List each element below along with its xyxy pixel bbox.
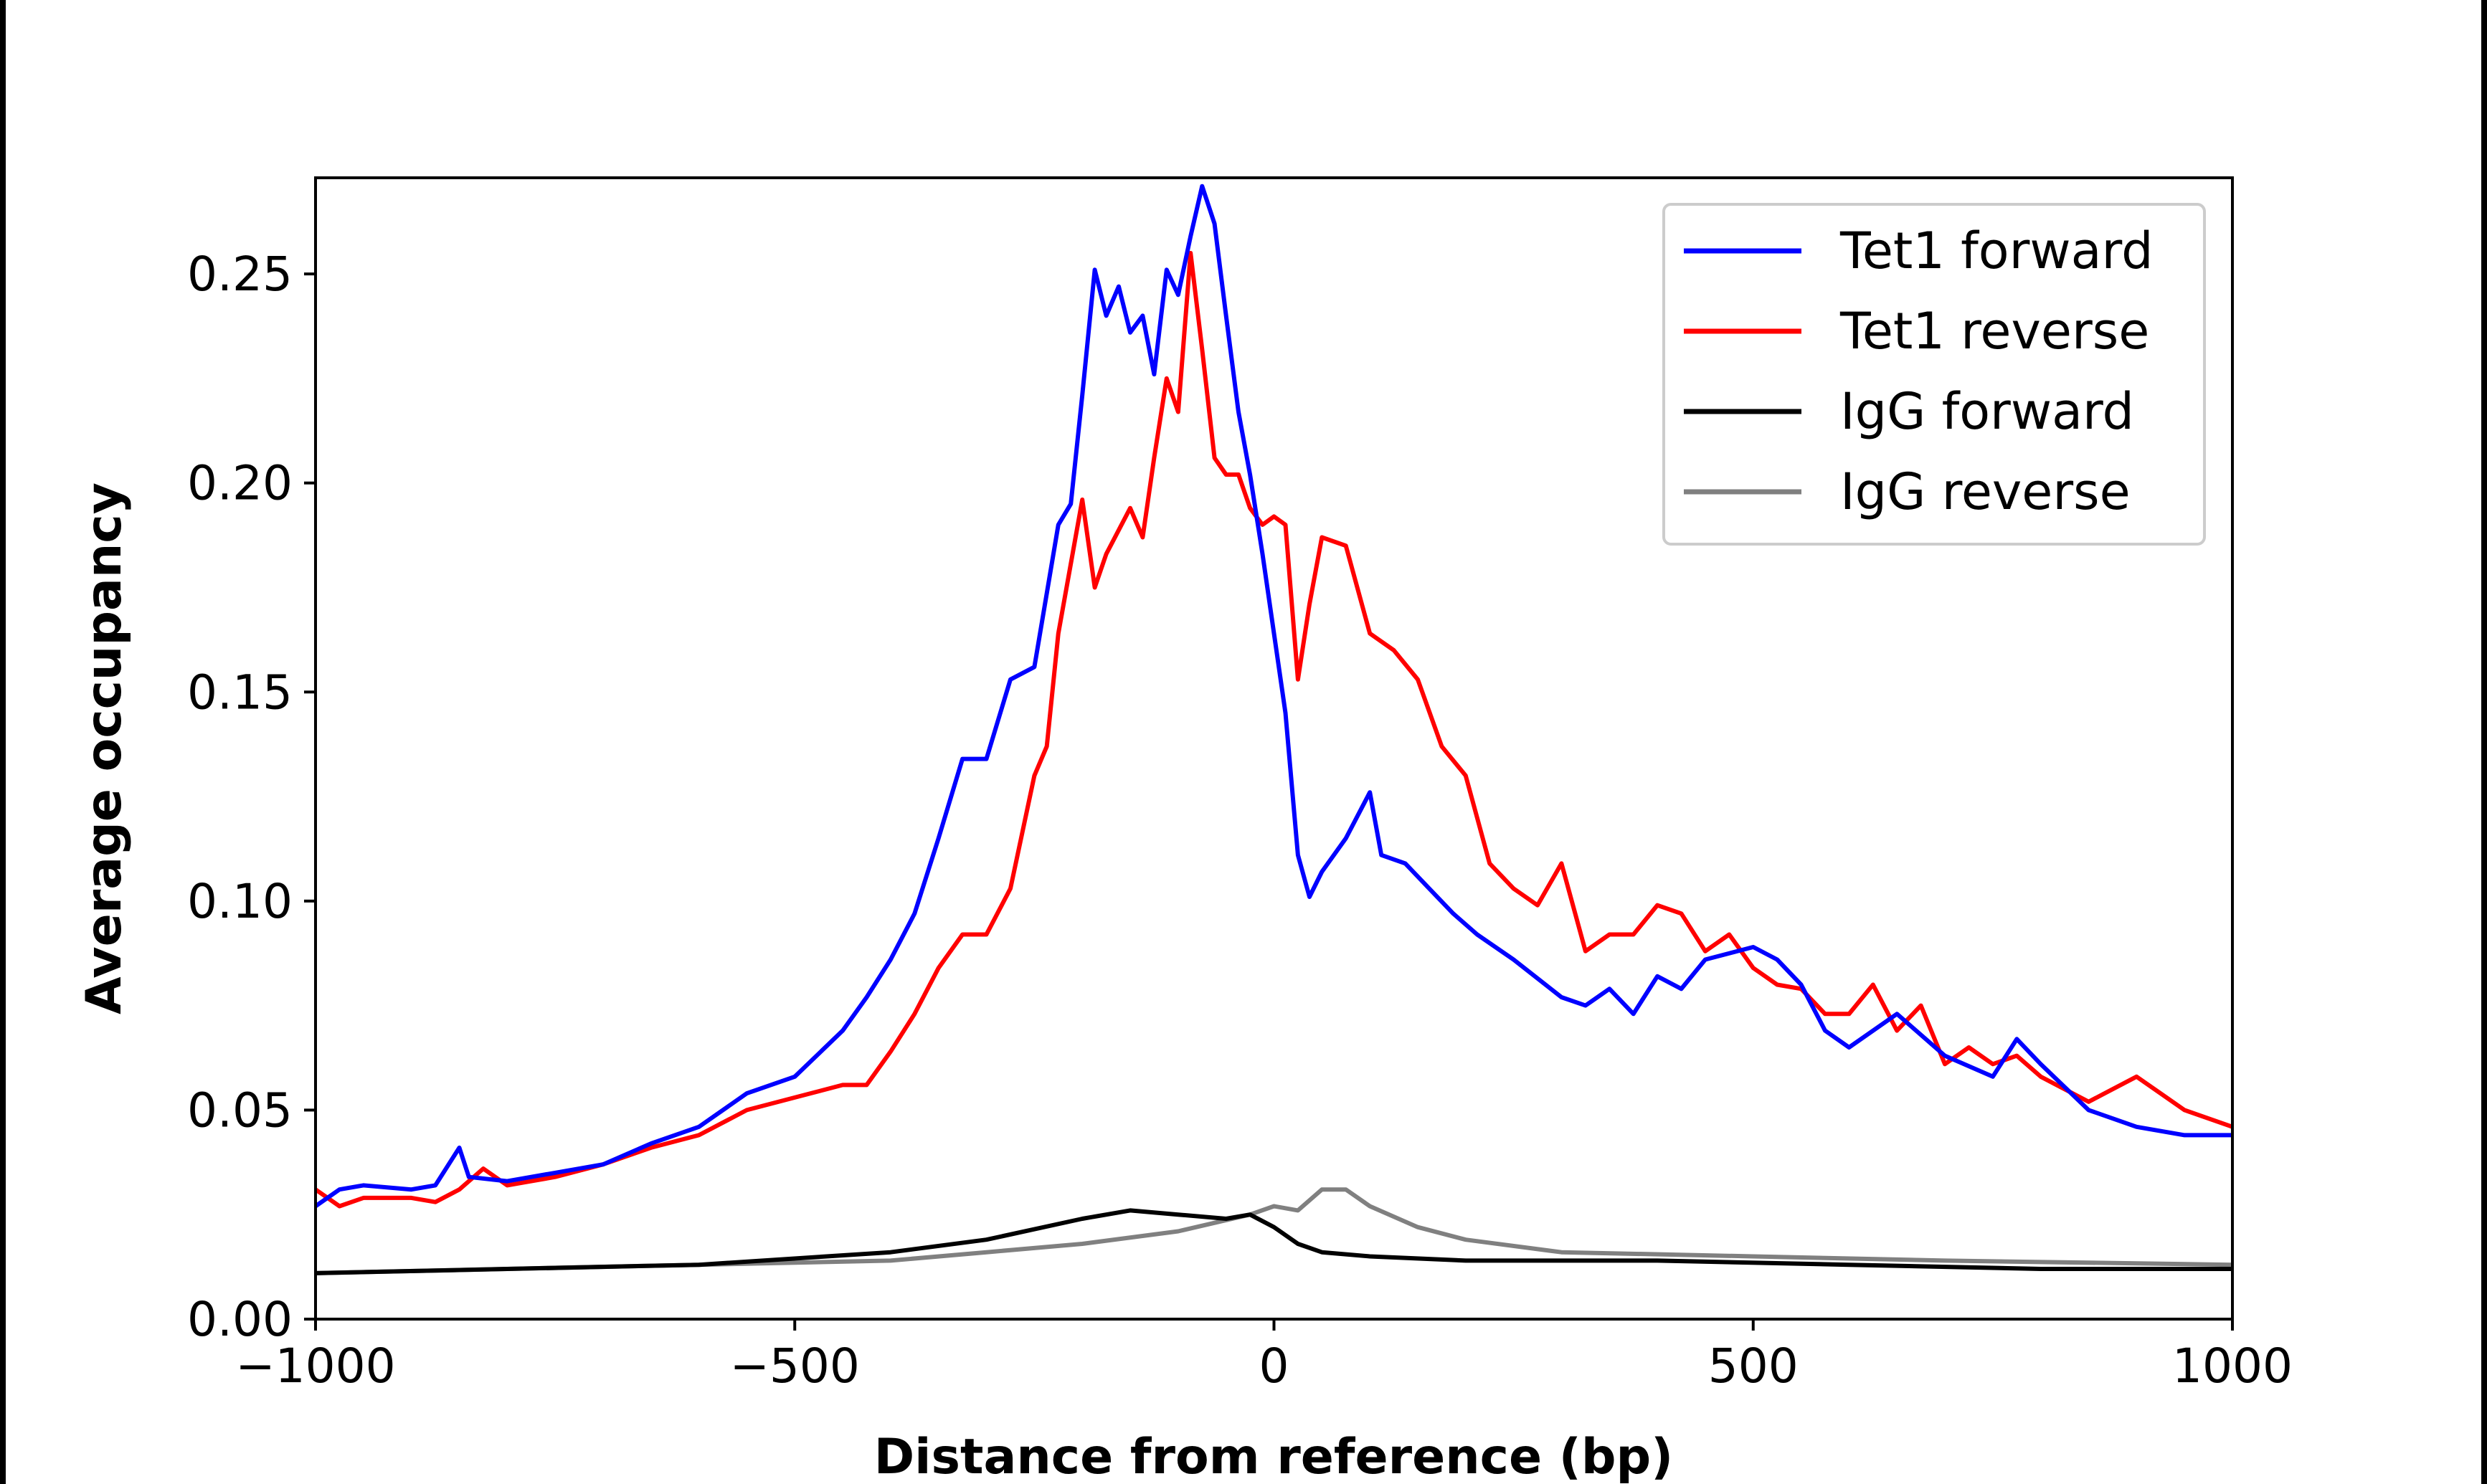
right-border bbox=[2481, 0, 2487, 1484]
legend-label: IgG forward bbox=[1840, 382, 2134, 441]
series-line-igg-reverse bbox=[315, 1187, 2233, 1275]
series-line-igg-forward bbox=[315, 1208, 2232, 1275]
legend-item: Tet1 forward bbox=[1684, 222, 2154, 280]
y-tick-label: 0.05 bbox=[187, 1083, 293, 1138]
y-axis-label: Average occupancy bbox=[76, 482, 133, 1014]
legend-item: IgG reverse bbox=[1684, 462, 2131, 521]
y-tick-label: 0.20 bbox=[187, 456, 293, 511]
legend-item: IgG forward bbox=[1684, 382, 2134, 441]
x-tick-label: −1000 bbox=[235, 1338, 395, 1394]
legend-box bbox=[1662, 203, 2206, 546]
series-line-tet1-reverse bbox=[314, 251, 2233, 1209]
legend-label: Tet1 forward bbox=[1839, 222, 2154, 280]
legend-item: Tet1 reverse bbox=[1684, 302, 2149, 361]
legend-label: IgG reverse bbox=[1840, 462, 2131, 521]
y-tick-label: 0.00 bbox=[187, 1292, 293, 1347]
x-tick-label: 0 bbox=[1259, 1338, 1289, 1394]
x-tick-label: 1000 bbox=[2172, 1338, 2293, 1394]
series-line-tet1-forward bbox=[314, 184, 2232, 1208]
left-border bbox=[0, 0, 6, 1484]
legend: Tet1 forward Tet1 reverse IgG forward IgG r… bbox=[1662, 203, 2206, 546]
y-tick-label: 0.25 bbox=[187, 247, 293, 302]
x-tick-label: −500 bbox=[730, 1338, 860, 1394]
legend-label: Tet1 reverse bbox=[1839, 302, 2149, 361]
x-tick-label: 500 bbox=[1708, 1338, 1799, 1394]
y-tick-label: 0.10 bbox=[187, 874, 293, 929]
y-tick-label: 0.15 bbox=[187, 665, 293, 720]
x-axis-label: Distance from reference (bp) bbox=[874, 1429, 1674, 1484]
